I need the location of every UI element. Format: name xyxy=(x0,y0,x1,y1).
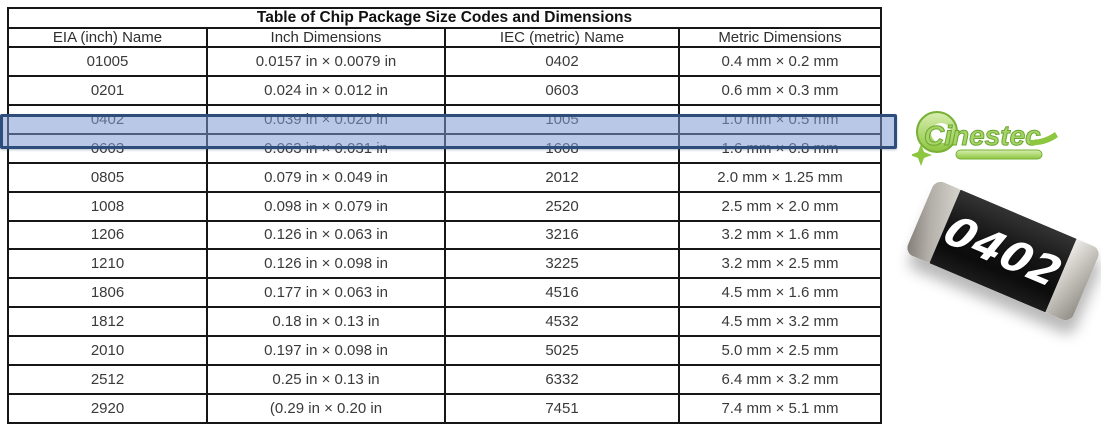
cell-iec-name: 1608 xyxy=(444,132,680,164)
cell-eia-name: 01005 xyxy=(7,46,208,77)
logo-leaf-cutout xyxy=(931,123,951,143)
cell-iec-name: 1005 xyxy=(444,103,680,135)
logo-graphic: Cinestec xyxy=(910,111,1058,166)
cell-metric-dims: 4.5 mm × 3.2 mm xyxy=(678,306,882,338)
table-row: 2010 0.197 in × 0.098 in 5025 5.0 mm × 2… xyxy=(7,335,882,367)
cell-iec-name: 2520 xyxy=(444,190,680,222)
cell-inch-dims: 0.079 in × 0.049 in xyxy=(206,161,446,193)
column-header-iec-name: IEC (metric) Name xyxy=(444,27,680,48)
cell-iec-name: 4532 xyxy=(444,306,680,338)
cell-eia-name: 0402 xyxy=(7,103,208,135)
cell-inch-dims: 0.25 in × 0.13 in xyxy=(206,364,446,396)
cell-metric-dims: 3.2 mm × 2.5 mm xyxy=(678,248,882,280)
cell-iec-name: 4516 xyxy=(444,277,680,309)
cell-inch-dims: 0.126 in × 0.063 in xyxy=(206,219,446,251)
cell-inch-dims: (0.29 in × 0.20 in xyxy=(206,393,446,424)
cell-metric-dims: 6.4 mm × 3.2 mm xyxy=(678,364,882,396)
cell-eia-name: 2920 xyxy=(7,393,208,424)
cell-iec-name: 5025 xyxy=(444,335,680,367)
cell-iec-name: 3225 xyxy=(444,248,680,280)
cell-eia-name: 0805 xyxy=(7,161,208,193)
logo-tagline-bar xyxy=(955,149,1043,160)
table-row: 01005 0.0157 in × 0.0079 in 0402 0.4 mm … xyxy=(7,46,882,77)
cell-eia-name: 2010 xyxy=(7,335,208,367)
table-row: 0201 0.024 in × 0.012 in 0603 0.6 mm × 0… xyxy=(7,74,882,106)
cell-metric-dims: 7.4 mm × 5.1 mm xyxy=(678,393,882,424)
cell-inch-dims: 0.177 in × 0.063 in xyxy=(206,277,446,309)
chip-label: 0402 xyxy=(935,205,1071,297)
chip-photo: 0402 xyxy=(903,178,1101,326)
cell-inch-dims: 0.063 in × 0.031 in xyxy=(206,132,446,164)
cell-eia-name: 2512 xyxy=(7,364,208,396)
table-row: 1812 0.18 in × 0.13 in 4532 4.5 mm × 3.2… xyxy=(7,306,882,338)
column-header-metric-dims: Metric Dimensions xyxy=(678,27,882,48)
table-header-row: EIA (inch) Name Inch Dimensions IEC (met… xyxy=(7,27,882,48)
cell-metric-dims: 4.5 mm × 1.6 mm xyxy=(678,277,882,309)
cell-inch-dims: 0.18 in × 0.13 in xyxy=(206,306,446,338)
cell-inch-dims: 0.098 in × 0.079 in xyxy=(206,190,446,222)
column-header-inch-dims: Inch Dimensions xyxy=(206,27,446,48)
table-title: Table of Chip Package Size Codes and Dim… xyxy=(7,7,882,29)
cell-iec-name: 2012 xyxy=(444,161,680,193)
cell-iec-name: 3216 xyxy=(444,219,680,251)
cinestec-logo: Cinestec xyxy=(910,104,1064,170)
cell-metric-dims: 5.0 mm × 2.5 mm xyxy=(678,335,882,367)
table-row: 0805 0.079 in × 0.049 in 2012 2.0 mm × 1… xyxy=(7,161,882,193)
cell-metric-dims: 2.5 mm × 2.0 mm xyxy=(678,190,882,222)
table-title-row: Table of Chip Package Size Codes and Dim… xyxy=(7,7,882,29)
cell-metric-dims: 2.0 mm × 1.25 mm xyxy=(678,161,882,193)
table-row: 1206 0.126 in × 0.063 in 3216 3.2 mm × 1… xyxy=(7,219,882,251)
cell-eia-name: 0603 xyxy=(7,132,208,164)
cell-metric-dims: 0.4 mm × 0.2 mm xyxy=(678,46,882,77)
chip-package: 0402 xyxy=(904,179,1101,323)
table-row: 1008 0.098 in × 0.079 in 2520 2.5 mm × 2… xyxy=(7,190,882,222)
cell-iec-name: 0603 xyxy=(444,74,680,106)
table-row: 0402 0.039 in × 0.020 in 1005 1.0 mm × 0… xyxy=(7,103,882,135)
cell-inch-dims: 0.126 in × 0.098 in xyxy=(206,248,446,280)
logo-swoosh xyxy=(1030,132,1058,146)
cell-eia-name: 1806 xyxy=(7,277,208,309)
cell-metric-dims: 0.6 mm × 0.3 mm xyxy=(678,74,882,106)
cell-eia-name: 1008 xyxy=(7,190,208,222)
cell-inch-dims: 0.0157 in × 0.0079 in xyxy=(206,46,446,77)
cell-eia-name: 1206 xyxy=(7,219,208,251)
logo-text: Cinestec xyxy=(924,120,1041,151)
cell-inch-dims: 0.024 in × 0.012 in xyxy=(206,74,446,106)
cell-eia-name: 1210 xyxy=(7,248,208,280)
column-header-eia-name: EIA (inch) Name xyxy=(7,27,208,48)
logo-star-icon xyxy=(910,144,932,166)
cell-inch-dims: 0.197 in × 0.098 in xyxy=(206,335,446,367)
cell-iec-name: 0402 xyxy=(444,46,680,77)
cell-iec-name: 7451 xyxy=(444,393,680,424)
table-row: 1210 0.126 in × 0.098 in 3225 3.2 mm × 2… xyxy=(7,248,882,280)
table-row: 1806 0.177 in × 0.063 in 4516 4.5 mm × 1… xyxy=(7,277,882,309)
cell-inch-dims: 0.039 in × 0.020 in xyxy=(206,103,446,135)
cell-metric-dims: 1.6 mm × 0.8 mm xyxy=(678,132,882,164)
table-row: 2920 (0.29 in × 0.20 in 7451 7.4 mm × 5.… xyxy=(7,393,882,424)
cell-metric-dims: 1.0 mm × 0.5 mm xyxy=(678,103,882,135)
table-row: 2512 0.25 in × 0.13 in 6332 6.4 mm × 3.2… xyxy=(7,364,882,396)
cell-eia-name: 1812 xyxy=(7,306,208,338)
size-code-table: Table of Chip Package Size Codes and Dim… xyxy=(7,7,882,424)
cell-iec-name: 6332 xyxy=(444,364,680,396)
cell-metric-dims: 3.2 mm × 1.6 mm xyxy=(678,219,882,251)
cell-eia-name: 0201 xyxy=(7,74,208,106)
table-row: 0603 0.063 in × 0.031 in 1608 1.6 mm × 0… xyxy=(7,132,882,164)
